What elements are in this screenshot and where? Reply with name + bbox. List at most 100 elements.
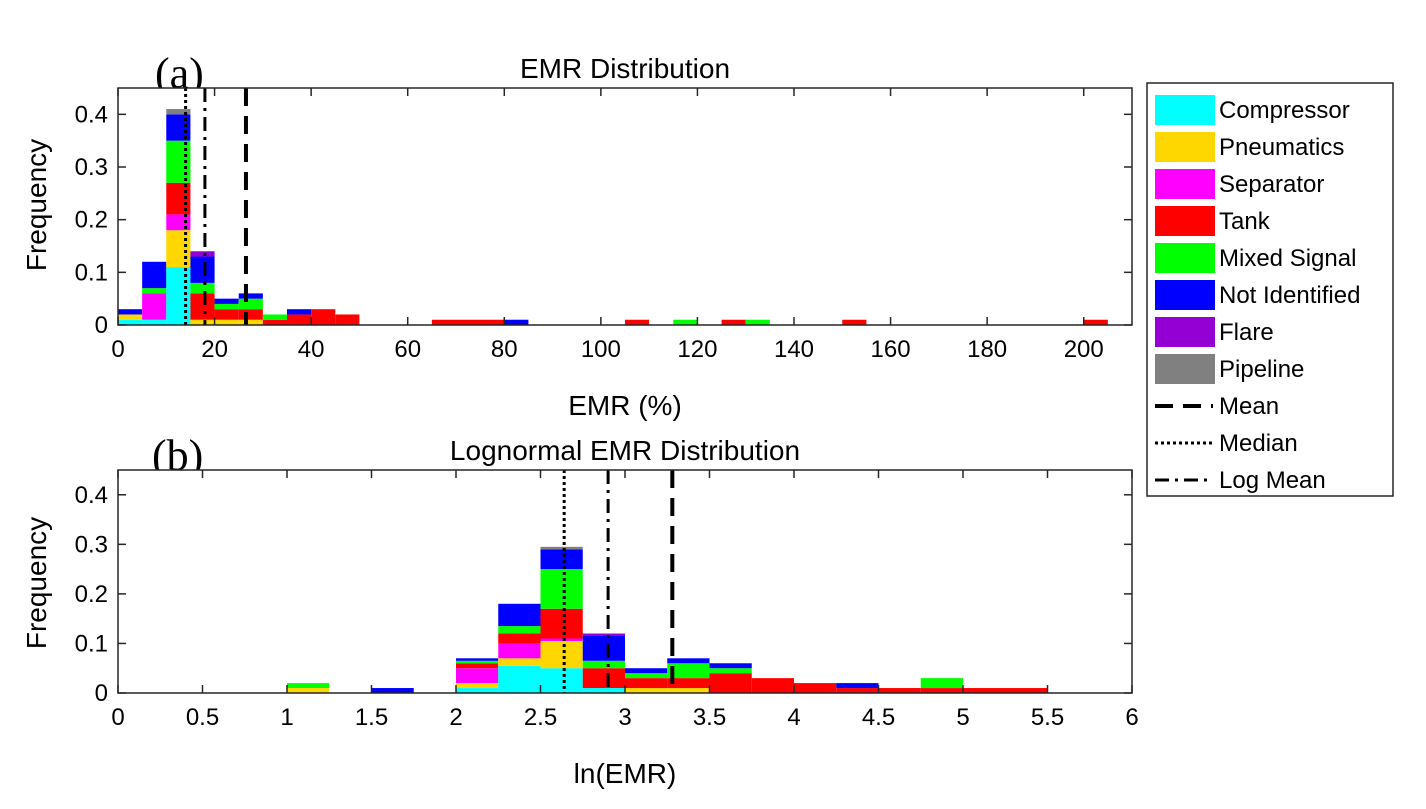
bar-not-identified-bin-3 <box>498 603 541 627</box>
bar-mixed-signal-bin-4 <box>214 303 239 310</box>
bar-tank-bin-14 <box>963 688 1048 693</box>
x-tick-label: 2 <box>449 704 462 731</box>
y-tick-label: 0.4 <box>75 101 108 128</box>
bar-mixed-signal-bin-2 <box>456 660 499 664</box>
panel-a-title: EMR Distribution <box>520 53 730 84</box>
bar-compressor-bin-2 <box>456 688 499 693</box>
y-tick-label: 0.3 <box>75 154 108 181</box>
panel-b: (b) Lognormal EMR Distribution 0 0.5 1 1.5 2… <box>21 431 1139 789</box>
panel-a-axes <box>117 87 1133 326</box>
bar-tank-bin-2 <box>456 663 499 669</box>
legend-label-pipeline: Pipeline <box>1219 356 1304 383</box>
x-tick-label: 4 <box>787 704 800 731</box>
bar-not-identified-bin-5 <box>582 636 625 661</box>
bar-not-identified-bin-11 <box>836 683 879 689</box>
legend-label-not-identified: Not Identified <box>1219 282 1360 309</box>
x-tick-label: 0 <box>111 704 124 731</box>
bar-tank-bin-9 <box>751 678 794 693</box>
bar-mixed-signal-bin-3 <box>190 282 215 294</box>
bar-not-identified-bin-11 <box>504 319 529 325</box>
x-tick-label: 160 <box>871 336 911 363</box>
bar-mixed-signal-bin-5 <box>238 298 263 310</box>
bar-compressor-bin-4 <box>540 668 583 693</box>
y-tick-label: 0.1 <box>75 259 108 286</box>
panel-a-ylabel: Frequency <box>21 139 52 271</box>
legend-swatch-tank <box>1155 206 1215 236</box>
legend-label-mean: Mean <box>1219 393 1279 420</box>
bar-mixed-signal-bin-1 <box>142 288 167 294</box>
bar-mixed-signal-bin-4 <box>540 569 583 609</box>
bar-not-identified-bin-7 <box>287 309 312 315</box>
bar-separator-bin-4 <box>540 638 583 641</box>
x-tick-label: 80 <box>491 336 518 363</box>
bar-pneumatics-bin-4 <box>214 319 239 325</box>
bar-tank-bin-16 <box>842 319 867 325</box>
x-tick-label: 40 <box>298 336 325 363</box>
bar-flare-bin-3 <box>190 251 215 257</box>
bar-compressor-bin-0 <box>118 319 143 325</box>
x-tick-label: 140 <box>774 336 814 363</box>
legend-swatch-compressor <box>1155 95 1215 125</box>
bar-tank-bin-9 <box>335 314 360 325</box>
bar-tank-bin-7 <box>287 314 312 325</box>
bar-pneumatics-bin-2 <box>166 230 191 268</box>
bar-tank-bin-8 <box>311 309 336 325</box>
x-tick-label: 60 <box>394 336 421 363</box>
x-tick-label: 0.5 <box>186 704 219 731</box>
y-tick-label: 0.3 <box>75 531 108 558</box>
bar-separator-bin-3 <box>498 643 541 659</box>
bar-tank-bin-5 <box>238 309 263 320</box>
bar-tank-bin-17 <box>1083 319 1108 325</box>
bar-not-identified-bin-7 <box>667 658 710 664</box>
bar-pneumatics-bin-0 <box>287 688 330 693</box>
y-tick-label: 0.2 <box>75 581 108 608</box>
panel-a-bars <box>118 109 1108 325</box>
bar-tank-bin-8 <box>709 673 752 693</box>
bar-pneumatics-bin-5 <box>238 319 263 325</box>
legend-swatch-not-identified <box>1155 280 1215 310</box>
bar-mixed-signal-bin-8 <box>709 668 752 674</box>
legend: Compressor Pneumatics Separator Tank Mixed S… <box>1146 82 1394 497</box>
legend-swatch-pneumatics <box>1155 132 1215 162</box>
bar-not-identified-bin-2 <box>456 658 499 661</box>
plot-background <box>118 88 1132 325</box>
legend-label-tank: Tank <box>1219 208 1271 235</box>
y-tick-label: 0.2 <box>75 207 108 234</box>
panel-a-plot-area <box>118 88 1132 325</box>
bar-not-identified-bin-6 <box>625 668 668 674</box>
legend-label-compressor: Compressor <box>1219 97 1350 124</box>
legend-label-flare: Flare <box>1219 319 1274 346</box>
bar-tank-bin-12 <box>625 319 650 325</box>
x-tick-label: 5 <box>956 704 969 731</box>
axes-box <box>117 87 1133 326</box>
x-tick-label: 1.5 <box>355 704 388 731</box>
y-tick-label: 0.4 <box>75 482 108 509</box>
bar-not-identified-bin-0 <box>118 309 143 315</box>
bar-tank-bin-13 <box>920 688 963 693</box>
bar-compressor-bin-1 <box>142 319 167 325</box>
bar-pneumatics-bin-4 <box>540 640 583 669</box>
bar-not-identified-bin-4 <box>214 298 239 304</box>
bar-tank-bin-12 <box>878 688 921 693</box>
bar-mixed-signal-bin-5 <box>582 660 625 669</box>
bar-separator-bin-2 <box>456 668 499 684</box>
legend-label-mixed-signal: Mixed Signal <box>1219 245 1356 272</box>
x-tick-label: 200 <box>1064 336 1104 363</box>
x-tick-label: 0 <box>111 336 124 363</box>
bar-tank-bin-3 <box>190 293 215 320</box>
panel-b-ticks: 0 0.5 1 1.5 2 2.5 3 3.5 4 4.5 5 5.5 6 0 0.1 0.2 0.3 0.4 <box>75 470 1139 731</box>
bar-tank-bin-6 <box>625 678 668 689</box>
bar-not-identified-bin-3 <box>190 256 215 283</box>
panel-b-bars <box>287 546 1048 693</box>
bar-tank-bin-4 <box>214 309 239 320</box>
bar-mixed-signal-bin-3 <box>498 626 541 634</box>
legend-label-log-mean: Log Mean <box>1219 467 1326 494</box>
bar-not-identified-bin-5 <box>238 293 263 299</box>
bar-pipeline-bin-2 <box>166 109 191 115</box>
bar-not-identified-bin-8 <box>709 663 752 669</box>
bar-not-identified-bin-1 <box>142 261 167 289</box>
y-tick-label: 0 <box>95 680 108 707</box>
x-tick-label: 3.5 <box>693 704 726 731</box>
x-tick-label: 3 <box>618 704 631 731</box>
x-tick-label: 100 <box>581 336 621 363</box>
